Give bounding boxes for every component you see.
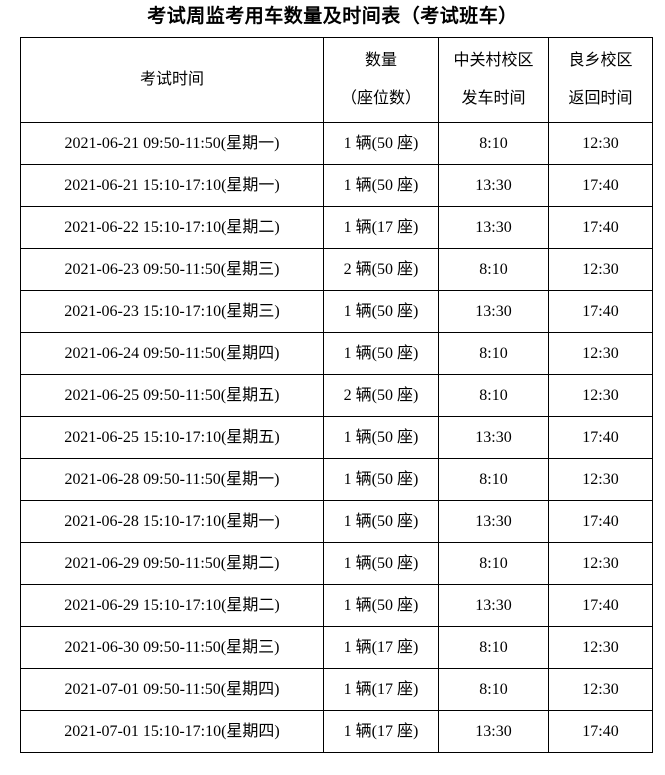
exam-time-cell: 2021-06-28 15:10-17:10(星期一): [20, 500, 324, 543]
return-time-cell: 12:30: [548, 122, 653, 165]
exam-time-cell: 2021-06-25 15:10-17:10(星期五): [20, 416, 324, 459]
departure-time-cell: 8:10: [438, 542, 549, 585]
exam-time-cell: 2021-06-29 09:50-11:50(星期二): [20, 542, 324, 585]
table-row: 2021-06-21 09:50-11:50(星期一) 1 辆(50 座) 8:10…: [20, 122, 653, 165]
departure-time-cell: 8:10: [438, 668, 549, 711]
table-row: 2021-07-01 15:10-17:10(星期四) 1 辆(17 座) 13:3…: [20, 710, 653, 753]
table-row: 2021-06-29 09:50-11:50(星期二) 1 辆(50 座) 8:10…: [20, 542, 653, 585]
quantity-cell: 1 辆(17 座): [323, 710, 439, 753]
bus-schedule-table: 考试时间 数量 （座位数） 中关村校区 发车时间 良乡校区 返回时间 2021-…: [20, 37, 653, 753]
col-header-departure: 中关村校区 发车时间: [438, 37, 549, 123]
departure-time-cell: 13:30: [438, 416, 549, 459]
col-header-quantity-label-line2: （座位数）: [340, 90, 421, 107]
exam-time-cell: 2021-06-23 15:10-17:10(星期三): [20, 290, 324, 333]
table-row: 2021-06-23 15:10-17:10(星期三) 1 辆(50 座) 13:3…: [20, 290, 653, 333]
exam-time-cell: 2021-06-21 09:50-11:50(星期一): [20, 122, 324, 165]
document-page: 考试周监考用车数量及时间表（考试班车） 考试时间 数量 （座位数） 中关村校区 …: [20, 6, 653, 753]
quantity-cell: 1 辆(50 座): [323, 290, 439, 333]
col-header-return: 良乡校区 返回时间: [548, 37, 653, 123]
header-row: 考试时间 数量 （座位数） 中关村校区 发车时间 良乡校区 返回时间: [20, 37, 653, 123]
exam-time-cell: 2021-06-29 15:10-17:10(星期二): [20, 584, 324, 627]
page-title: 考试周监考用车数量及时间表（考试班车）: [147, 6, 518, 27]
quantity-cell: 1 辆(50 座): [323, 122, 439, 165]
return-time-cell: 12:30: [548, 374, 653, 417]
quantity-cell: 1 辆(50 座): [323, 164, 439, 207]
table-row: 2021-06-28 15:10-17:10(星期一) 1 辆(50 座) 13:3…: [20, 500, 653, 543]
return-time-cell: 12:30: [548, 626, 653, 669]
table-row: 2021-06-28 09:50-11:50(星期一) 1 辆(50 座) 8:10…: [20, 458, 653, 501]
return-time-cell: 12:30: [548, 248, 653, 291]
col-header-quantity: 数量 （座位数）: [323, 37, 439, 123]
departure-time-cell: 8:10: [438, 626, 549, 669]
return-time-cell: 17:40: [548, 500, 653, 543]
table-body: 2021-06-21 09:50-11:50(星期一) 1 辆(50 座) 8:10…: [20, 122, 653, 753]
return-time-cell: 17:40: [548, 206, 653, 249]
departure-time-cell: 8:10: [438, 248, 549, 291]
quantity-cell: 1 辆(17 座): [323, 206, 439, 249]
departure-time-cell: 8:10: [438, 332, 549, 375]
table-row: 2021-06-22 15:10-17:10(星期二) 1 辆(17 座) 13:3…: [20, 206, 653, 249]
col-header-departure-label-line2: 发车时间: [461, 90, 526, 107]
return-time-cell: 12:30: [548, 458, 653, 501]
exam-time-cell: 2021-06-23 09:50-11:50(星期三): [20, 248, 324, 291]
table-row: 2021-07-01 09:50-11:50(星期四) 1 辆(17 座) 8:10…: [20, 668, 653, 711]
return-time-cell: 17:40: [548, 710, 653, 753]
exam-time-cell: 2021-07-01 09:50-11:50(星期四): [20, 668, 324, 711]
col-header-exam-time: 考试时间: [20, 37, 324, 123]
quantity-cell: 1 辆(50 座): [323, 332, 439, 375]
departure-time-cell: 13:30: [438, 206, 549, 249]
return-time-cell: 17:40: [548, 164, 653, 207]
quantity-cell: 2 辆(50 座): [323, 248, 439, 291]
quantity-cell: 1 辆(17 座): [323, 626, 439, 669]
exam-time-cell: 2021-06-25 09:50-11:50(星期五): [20, 374, 324, 417]
departure-time-cell: 13:30: [438, 164, 549, 207]
departure-time-cell: 13:30: [438, 290, 549, 333]
quantity-cell: 1 辆(50 座): [323, 500, 439, 543]
return-time-cell: 17:40: [548, 416, 653, 459]
table-row: 2021-06-25 15:10-17:10(星期五) 1 辆(50 座) 13:3…: [20, 416, 653, 459]
col-header-exam-time-label: 考试时间: [139, 71, 204, 88]
exam-time-cell: 2021-06-28 09:50-11:50(星期一): [20, 458, 324, 501]
departure-time-cell: 8:10: [438, 458, 549, 501]
col-header-departure-label-line1: 中关村校区: [453, 52, 534, 69]
return-time-cell: 12:30: [548, 332, 653, 375]
return-time-cell: 12:30: [548, 542, 653, 585]
departure-time-cell: 13:30: [438, 500, 549, 543]
return-time-cell: 17:40: [548, 290, 653, 333]
table-row: 2021-06-24 09:50-11:50(星期四) 1 辆(50 座) 8:10…: [20, 332, 653, 375]
table-row: 2021-06-30 09:50-11:50(星期三) 1 辆(17 座) 8:10…: [20, 626, 653, 669]
departure-time-cell: 13:30: [438, 710, 549, 753]
quantity-cell: 1 辆(50 座): [323, 542, 439, 585]
quantity-cell: 1 辆(50 座): [323, 416, 439, 459]
quantity-cell: 1 辆(50 座): [323, 584, 439, 627]
return-time-cell: 17:40: [548, 584, 653, 627]
return-time-cell: 12:30: [548, 668, 653, 711]
exam-time-cell: 2021-06-21 15:10-17:10(星期一): [20, 164, 324, 207]
table-row: 2021-06-25 09:50-11:50(星期五) 2 辆(50 座) 8:10…: [20, 374, 653, 417]
exam-time-cell: 2021-07-01 15:10-17:10(星期四): [20, 710, 324, 753]
departure-time-cell: 13:30: [438, 584, 549, 627]
quantity-cell: 2 辆(50 座): [323, 374, 439, 417]
col-header-return-label-line1: 良乡校区: [568, 52, 633, 69]
departure-time-cell: 8:10: [438, 122, 549, 165]
quantity-cell: 1 辆(17 座): [323, 668, 439, 711]
exam-time-cell: 2021-06-30 09:50-11:50(星期三): [20, 626, 324, 669]
table-row: 2021-06-21 15:10-17:10(星期一) 1 辆(50 座) 13:3…: [20, 164, 653, 207]
exam-time-cell: 2021-06-24 09:50-11:50(星期四): [20, 332, 324, 375]
departure-time-cell: 8:10: [438, 374, 549, 417]
quantity-cell: 1 辆(50 座): [323, 458, 439, 501]
exam-time-cell: 2021-06-22 15:10-17:10(星期二): [20, 206, 324, 249]
col-header-return-label-line2: 返回时间: [568, 90, 633, 107]
table-row: 2021-06-29 15:10-17:10(星期二) 1 辆(50 座) 13:3…: [20, 584, 653, 627]
table-row: 2021-06-23 09:50-11:50(星期三) 2 辆(50 座) 8:10…: [20, 248, 653, 291]
col-header-quantity-label-line1: 数量: [364, 52, 397, 69]
